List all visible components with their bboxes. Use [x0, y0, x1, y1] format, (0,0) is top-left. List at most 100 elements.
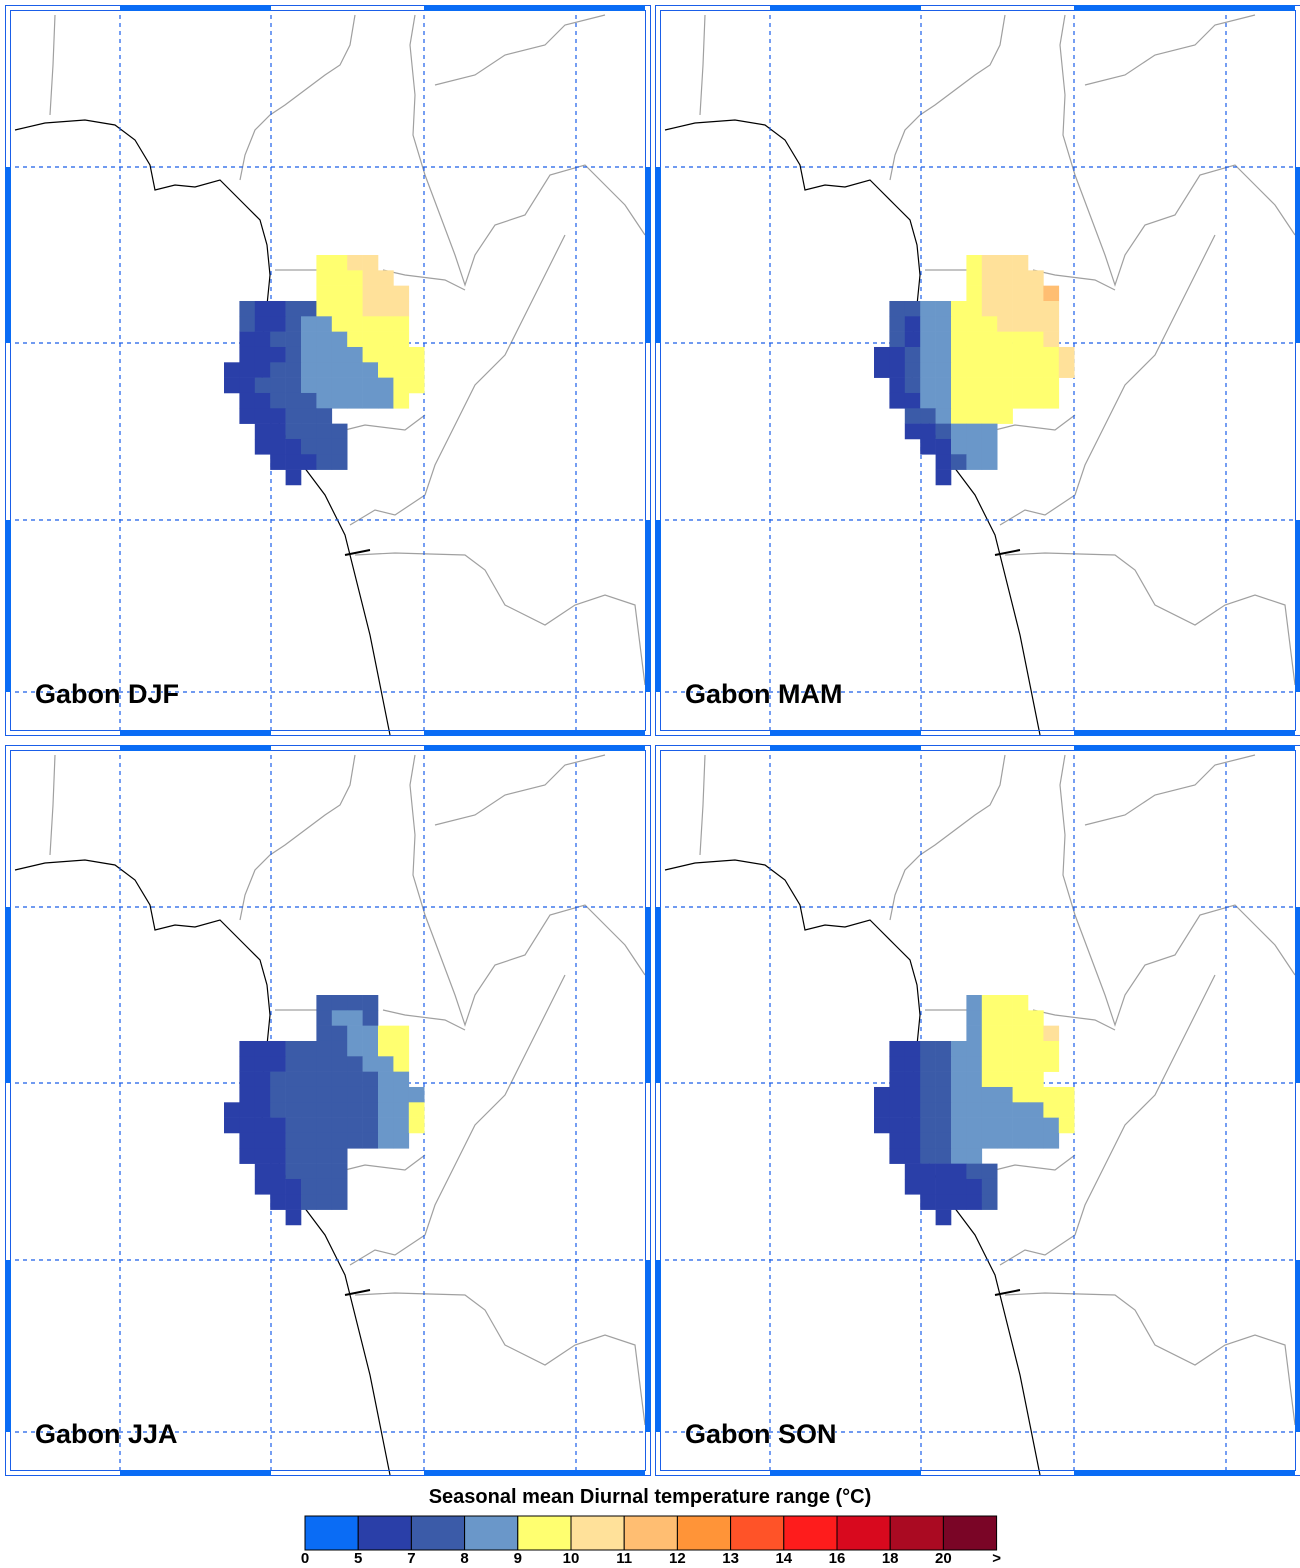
- grid-cell: [951, 438, 967, 455]
- grid-cell: [347, 1010, 363, 1026]
- grid-cell: [997, 1132, 1013, 1149]
- grid-cell: [301, 1132, 317, 1149]
- grid-cell: [997, 1040, 1013, 1057]
- grid-cell: [393, 1086, 410, 1103]
- map-panel: Gabon DJF: [6, 6, 651, 736]
- grid-cell: [285, 1194, 302, 1210]
- grid-cell: [301, 408, 317, 424]
- grid-cell: [935, 469, 952, 486]
- grid-cell: [904, 1040, 921, 1057]
- grid-cell: [981, 1010, 998, 1026]
- grid-cell: [1043, 1040, 1060, 1057]
- grid-cell: [981, 285, 998, 302]
- map-panel: Gabon MAM: [656, 6, 1300, 736]
- grid-cell: [966, 392, 983, 409]
- grid-cell: [1058, 362, 1075, 378]
- grid-cell: [301, 331, 317, 348]
- grid-cell: [997, 1025, 1013, 1042]
- grid-cell: [254, 1040, 271, 1057]
- grid-cell: [935, 1071, 952, 1088]
- grid-cell: [316, 1163, 333, 1180]
- grid-cell: [254, 1086, 271, 1103]
- grid-cell: [347, 1056, 363, 1072]
- grid-cell: [997, 316, 1013, 332]
- grid-cell: [393, 1056, 410, 1072]
- grid-cell: [1028, 331, 1044, 348]
- grid-cell: [362, 270, 379, 286]
- grid-cell: [254, 316, 271, 332]
- grid-cell: [239, 1056, 256, 1072]
- grid-cell: [889, 1040, 906, 1057]
- grid-cell: [316, 316, 333, 332]
- grid-cell: [362, 392, 379, 409]
- grid-cell: [966, 454, 983, 470]
- grid-cell: [254, 438, 271, 455]
- grid-cell: [997, 1117, 1013, 1134]
- grid-cell: [966, 1194, 983, 1210]
- grid-cell: [378, 1040, 394, 1057]
- grid-cell: [393, 1102, 410, 1118]
- grid-cell: [904, 1102, 921, 1118]
- grid-cell: [935, 316, 952, 332]
- grid-cell: [331, 346, 348, 363]
- grid-cell: [920, 331, 936, 348]
- grid-cell: [951, 346, 967, 363]
- grid-cell: [362, 1056, 379, 1072]
- grid-cell: [951, 316, 967, 332]
- grid-cell: [1028, 1102, 1044, 1118]
- grid-cell: [935, 1209, 952, 1226]
- grid-cell: [904, 346, 921, 363]
- grid-cell: [254, 1163, 271, 1180]
- grid-cell: [935, 300, 952, 317]
- grid-cell: [331, 377, 348, 394]
- grid-cell: [1058, 1117, 1075, 1134]
- grid-cell: [966, 1117, 983, 1134]
- grid-cell: [408, 1102, 425, 1118]
- grid-cell: [393, 362, 410, 378]
- grid-cell: [1012, 995, 1029, 1011]
- grid-cell: [1028, 377, 1044, 394]
- grid-cell: [966, 377, 983, 394]
- grid-cell: [966, 1010, 983, 1026]
- grid-cell: [966, 995, 983, 1011]
- grid-cell: [874, 1102, 890, 1118]
- grid-cell: [951, 1102, 967, 1118]
- grid-cell: [904, 1117, 921, 1134]
- grid-cell: [316, 1132, 333, 1149]
- grid-cell: [239, 1102, 256, 1118]
- grid-cell: [347, 995, 363, 1011]
- grid-cell: [301, 316, 317, 332]
- grid-cell: [347, 392, 363, 409]
- grid-cell: [889, 1117, 906, 1134]
- grid-cell: [889, 1086, 906, 1103]
- grid-cell: [316, 408, 333, 424]
- grid-cell: [1058, 1086, 1075, 1103]
- grid-cell: [951, 1117, 967, 1134]
- colorbar-box: [676, 1515, 732, 1551]
- grid-cell: [874, 346, 890, 363]
- grid-cell: [393, 1040, 410, 1057]
- grid-cell: [1043, 331, 1060, 348]
- grid-cell: [316, 331, 333, 348]
- grid-cell: [1012, 1086, 1029, 1103]
- grid-cell: [285, 1178, 302, 1195]
- grid-cell: [347, 270, 363, 286]
- grid-cell: [997, 377, 1013, 394]
- grid-cell: [904, 1056, 921, 1072]
- grid-cell: [285, 362, 302, 378]
- grid-cell: [966, 346, 983, 363]
- grid-cell: [1058, 1102, 1075, 1118]
- grid-cell: [920, 1148, 936, 1164]
- grid-cell: [301, 1194, 317, 1210]
- grid-cell: [254, 392, 271, 409]
- colorbar-label: 18: [882, 1550, 899, 1567]
- colorbar-label: 16: [829, 1550, 846, 1567]
- colorbar-label: 9: [514, 1550, 522, 1567]
- grid-cell: [951, 362, 967, 378]
- grid-cell: [362, 1086, 379, 1103]
- grid-cell: [920, 1056, 936, 1072]
- map-panel: Gabon SON: [656, 746, 1300, 1476]
- grid-cell: [904, 300, 921, 317]
